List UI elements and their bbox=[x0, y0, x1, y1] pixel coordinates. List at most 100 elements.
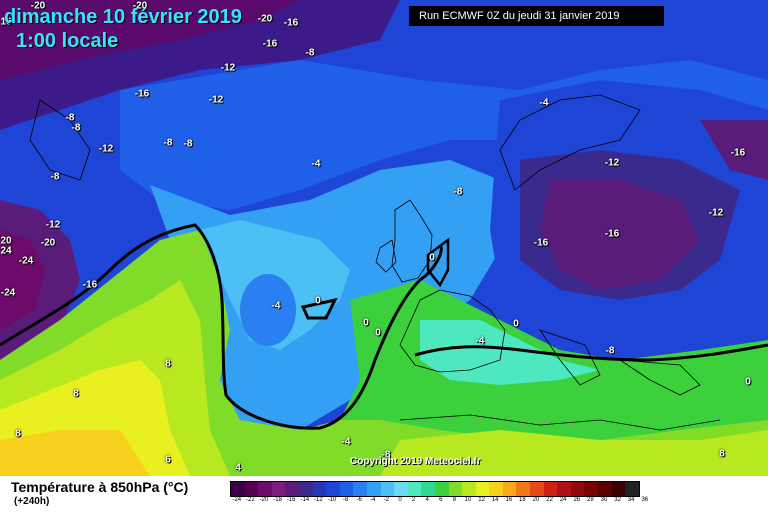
isotherm-label: -12 bbox=[45, 219, 61, 231]
isotherm-label: 8 bbox=[73, 388, 79, 400]
isotherm-label: 20 bbox=[0, 235, 12, 247]
legend-tick-label: 12 bbox=[478, 497, 485, 503]
legend-swatch bbox=[502, 482, 517, 496]
legend-tick-label: 2 bbox=[411, 497, 416, 503]
legend-tick-label: 32 bbox=[614, 497, 621, 503]
legend-swatch bbox=[598, 482, 612, 496]
isotherm-label: -8 bbox=[605, 345, 615, 357]
isotherm-label: -16 bbox=[262, 38, 278, 50]
isotherm-label: -16 bbox=[730, 147, 746, 159]
coast-greece bbox=[619, 359, 701, 396]
isotherm-label: -4 bbox=[311, 158, 321, 170]
color-legend: Température à 850hPa (°C) (+240h) -24 -22… bbox=[0, 476, 768, 512]
isotherm-label: -12 bbox=[604, 157, 620, 169]
isotherm-label: 8 bbox=[719, 448, 725, 460]
isotherm-label: 16 bbox=[0, 16, 12, 28]
isotherm-label: 0 bbox=[375, 327, 381, 339]
isotherm-label: 8 bbox=[165, 358, 171, 370]
legend-swatch bbox=[611, 482, 626, 496]
isotherm-label: -8 bbox=[453, 186, 463, 198]
isotherm-label: -4 bbox=[271, 300, 281, 312]
legend-swatch bbox=[380, 482, 395, 496]
coast-britain bbox=[391, 199, 433, 283]
isotherm-label: -12 bbox=[98, 143, 114, 155]
legend-tick-label: 20 bbox=[532, 497, 540, 503]
legend-tick-label: -18 bbox=[273, 497, 282, 503]
legend-tick-label: -12 bbox=[314, 497, 323, 503]
legend-swatch bbox=[258, 482, 272, 496]
isotherm-label: -20 bbox=[30, 0, 46, 12]
legend-swatch bbox=[394, 482, 408, 496]
legend-tick-label: -16 bbox=[286, 497, 296, 503]
legend-swatch bbox=[285, 482, 299, 496]
isotherm-label: -20 bbox=[257, 13, 273, 25]
legend-swatch bbox=[557, 482, 571, 496]
isotherm-label: -16 bbox=[283, 17, 299, 29]
cold-pocket-atlantic bbox=[240, 274, 296, 346]
legend-tick-label: 36 bbox=[641, 497, 649, 503]
isotherm-label: 0 bbox=[363, 317, 369, 329]
legend-tick-label: 30 bbox=[600, 497, 608, 503]
legend-tick-label: 10 bbox=[464, 497, 472, 503]
coast-scandinavia bbox=[499, 94, 641, 191]
isotherm-label: -12 bbox=[220, 62, 236, 74]
legend-title: Température à 850hPa (°C) bbox=[11, 479, 189, 495]
legend-tick-label: -22 bbox=[246, 497, 255, 503]
legend-swatch bbox=[407, 482, 422, 496]
legend-tick-label: 28 bbox=[587, 497, 594, 503]
legend-tick-label: -8 bbox=[342, 497, 349, 503]
forecast-date-title: dimanche 10 février 2019 bbox=[4, 6, 242, 28]
isotherm-label: -4 bbox=[475, 335, 485, 347]
isotherm-label: 4 bbox=[235, 462, 241, 474]
isotherm-label: 6 bbox=[165, 454, 171, 466]
isotherm-label: -8 bbox=[50, 171, 60, 183]
map-canvas bbox=[0, 0, 768, 476]
legend-swatch bbox=[570, 482, 585, 496]
isotherm-label: -24 bbox=[18, 255, 34, 267]
legend-tick-label: 34 bbox=[627, 497, 635, 503]
isotherm-label: 0 bbox=[429, 252, 435, 264]
legend-swatch bbox=[326, 482, 340, 496]
legend-swatch bbox=[475, 482, 490, 496]
legend-tick-label: -14 bbox=[300, 497, 310, 503]
isotherm-label: -8 bbox=[71, 122, 81, 134]
legend-swatch bbox=[625, 482, 639, 496]
isotherm-zero-south bbox=[414, 343, 768, 362]
color-scale-ticks: -24 -22 -20 -18 -16 -14 -12 -10 -8 -6 -4 -2 0 2 4 6 8 10 1… bbox=[230, 497, 700, 507]
isotherm-label: -24 bbox=[0, 287, 16, 299]
legend-swatch bbox=[312, 482, 327, 496]
legend-swatch bbox=[462, 482, 476, 496]
legend-tick-label: 8 bbox=[452, 497, 457, 503]
legend-tick-label: 4 bbox=[425, 497, 429, 503]
legend-tick-label: 6 bbox=[439, 497, 443, 503]
isotherm-label: 0 bbox=[315, 295, 321, 307]
legend-swatch bbox=[271, 482, 286, 496]
legend-swatch bbox=[530, 482, 544, 496]
legend-swatch bbox=[489, 482, 503, 496]
isotherm-label: 8 bbox=[15, 428, 21, 440]
isotherm-zero-west bbox=[0, 223, 443, 430]
band-plus-14 bbox=[0, 430, 150, 476]
isotherm-label: -4 bbox=[539, 97, 549, 109]
isotherm-label: -20 bbox=[40, 237, 56, 249]
coast-ireland bbox=[375, 239, 397, 273]
legend-swatch bbox=[339, 482, 354, 496]
coast-north-africa bbox=[399, 414, 721, 431]
legend-swatch bbox=[366, 482, 381, 496]
isotherm-label: -12 bbox=[208, 94, 224, 106]
temperature-map: -20 -20 -16 -20 16 -16 -8 -12 -12 -16 -8… bbox=[0, 0, 768, 476]
forecast-time-title: 1:00 locale bbox=[16, 30, 119, 52]
legend-tick-label: -20 bbox=[259, 497, 269, 503]
isotherm-label: -4 bbox=[341, 436, 351, 448]
coastlines bbox=[29, 94, 721, 431]
coast-iberia-france bbox=[399, 289, 506, 373]
cold-zone-greenland bbox=[0, 0, 300, 80]
isotherm-label: -20 bbox=[132, 0, 148, 12]
copyright-notice: Copyright 2019 Meteociel.fr bbox=[350, 456, 481, 467]
isotherm-label: -16 bbox=[82, 279, 98, 291]
isotherm-zero-island bbox=[300, 297, 338, 320]
isotherm-label: 0 bbox=[513, 318, 519, 330]
legend-tick-label: 22 bbox=[546, 497, 553, 503]
legend-swatch bbox=[434, 482, 449, 496]
cold-core-west-inner bbox=[0, 230, 45, 330]
